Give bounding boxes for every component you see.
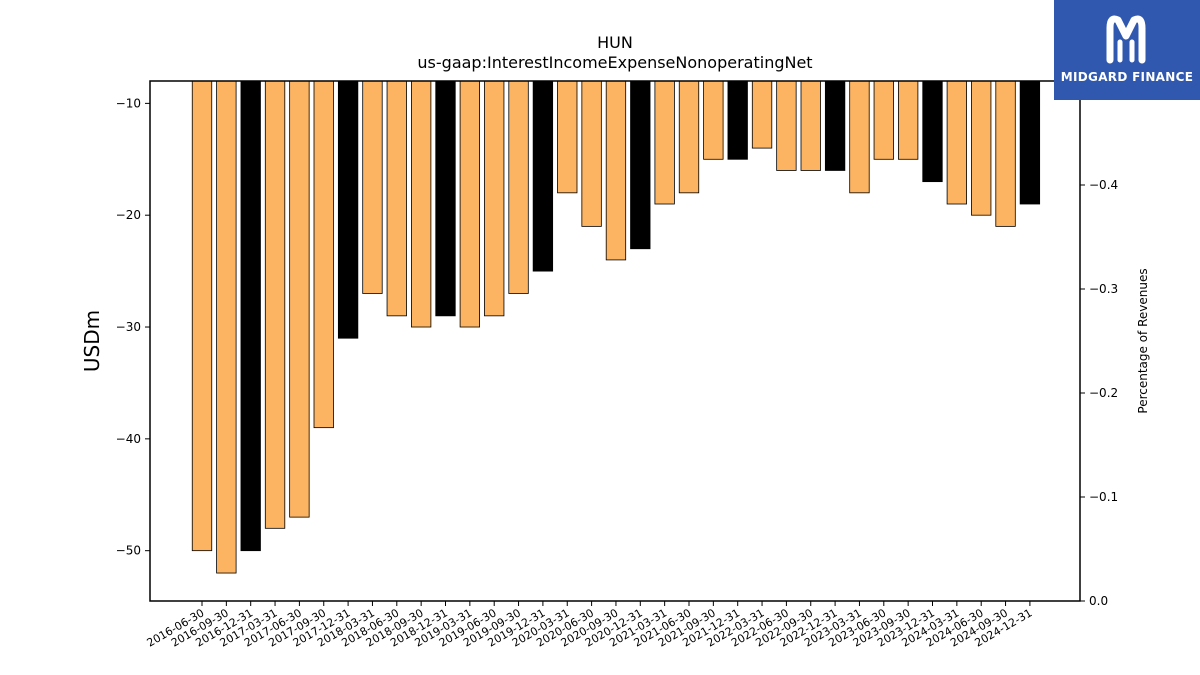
y-axis-right-label: Percentage of Revenues (1136, 268, 1150, 413)
bar-2019-12-31 (532, 80, 554, 272)
bar-2021-03-31 (654, 80, 675, 205)
bar-2018-03-31 (362, 80, 383, 294)
y-tick-label: −30 (116, 320, 141, 334)
bar-2024-12-31 (1019, 80, 1041, 205)
y-tick-label: −50 (116, 544, 141, 558)
y-axis-right-ticks: 0.0 −0.1 −0.2 −0.3 −0.4 (1080, 178, 1118, 608)
bar-2017-06-30 (289, 80, 310, 518)
bar-2021-12-31 (727, 80, 748, 160)
bar-2022-03-31 (751, 80, 773, 149)
bar-2019-06-30 (484, 80, 505, 317)
bar-2016-09-30 (216, 80, 237, 574)
y-axis-label: USDm (80, 310, 104, 372)
bar-2017-12-31 (337, 80, 359, 339)
bar-2017-03-31 (264, 80, 286, 529)
bar-2024-06-30 (971, 80, 992, 216)
chart-subtitle: us-gaap:InterestIncomeExpenseNonoperatin… (417, 53, 812, 72)
bar-2020-06-30 (581, 80, 602, 227)
bar-2023-06-30 (873, 80, 894, 160)
chart-title: HUN (597, 33, 633, 52)
y-tick-label: −20 (116, 208, 141, 222)
bar-2020-12-31 (630, 80, 651, 250)
y-axis-ticks: −10 −20 −30 −40 −50 (116, 96, 150, 558)
plot-frame (149, 80, 1081, 602)
bar-2018-12-31 (435, 80, 456, 317)
bar-2024-09-30 (995, 80, 1016, 227)
bar-2021-09-30 (703, 80, 724, 160)
y-right-tick-label: −0.4 (1089, 178, 1118, 192)
y-right-tick-label: −0.2 (1089, 386, 1118, 400)
bar-2020-03-31 (557, 80, 578, 194)
bar-2023-09-30 (898, 80, 919, 160)
bars-group (191, 80, 1041, 574)
bar-2022-06-30 (776, 80, 797, 171)
bar-2022-12-31 (824, 80, 846, 171)
midgard-m-icon (1106, 15, 1146, 64)
x-axis-ticks: 2016-06-302016-09-302016-12-312017-03-31… (145, 601, 1034, 650)
bar-2019-03-31 (459, 80, 481, 328)
bar-2022-09-30 (800, 80, 821, 171)
bar-2024-03-31 (946, 80, 967, 205)
bar-2020-09-30 (605, 80, 627, 261)
y-tick-label: −10 (116, 96, 141, 110)
bar-2023-03-31 (849, 80, 870, 194)
bar-2021-06-30 (678, 80, 700, 194)
y-right-tick-label: −0.1 (1089, 490, 1118, 504)
bar-2018-09-30 (410, 80, 432, 328)
bar-2023-12-31 (922, 80, 943, 183)
brand-logo: MIDGARD FINANCE (1054, 0, 1200, 100)
bar-2019-09-30 (508, 80, 529, 294)
y-tick-label: −40 (116, 432, 141, 446)
y-right-tick-label: 0.0 (1089, 594, 1108, 608)
bar-2018-06-30 (386, 80, 407, 317)
bar-2016-12-31 (240, 80, 261, 552)
y-right-tick-label: −0.3 (1089, 282, 1118, 296)
brand-name: MIDGARD FINANCE (1060, 70, 1194, 84)
bar-2016-06-30 (191, 80, 213, 552)
bar-2017-09-30 (313, 80, 334, 429)
